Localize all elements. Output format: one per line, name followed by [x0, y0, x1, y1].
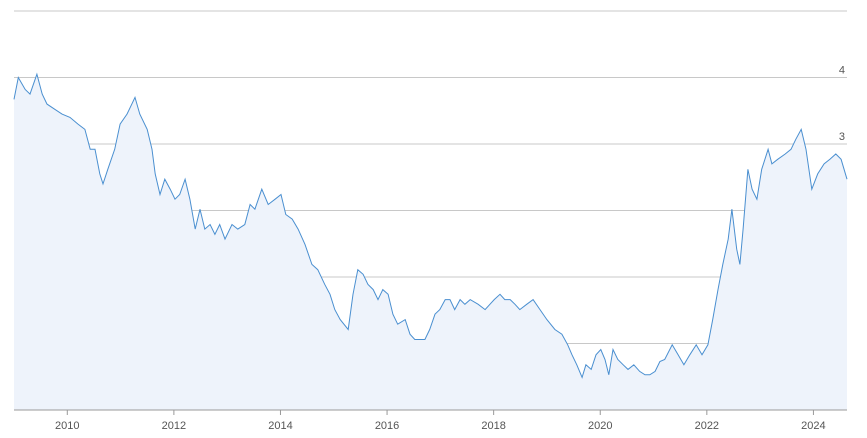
y-tick-label: 3: [839, 131, 845, 143]
x-tick-label: 2012: [162, 420, 186, 432]
x-tick-label: 2016: [375, 420, 399, 432]
x-tick-label: 2020: [588, 420, 612, 432]
x-tick-label: 2010: [55, 420, 79, 432]
area: [14, 74, 847, 410]
line: [13, 72, 848, 379]
x-tick-label: 2022: [695, 420, 719, 432]
x-tick-label: 2018: [481, 420, 505, 432]
x-tick-label: 2014: [268, 420, 292, 432]
y-tick-label: 4: [839, 65, 845, 77]
x-tick-label: 2024: [801, 420, 825, 432]
